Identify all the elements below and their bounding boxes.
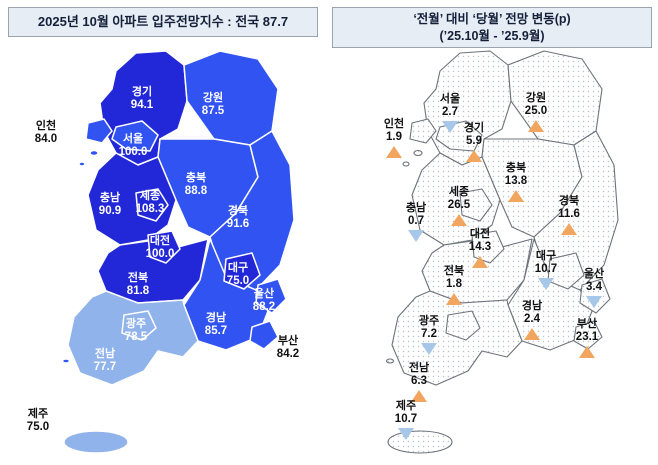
region-gangwon (183, 50, 279, 146)
right-title-line1: ‘전월’ 대비 ‘당월’ 전망 변동(p) (413, 12, 571, 26)
right-title-line2: (’25.10월 - ’25.9월) (439, 29, 545, 43)
korea-change-map (385, 50, 619, 454)
region-jeonnam (391, 290, 523, 386)
right-panel-monthly-change: ‘전월’ 대비 ‘당월’ 전망 변동(p) (’25.10월 - ’25.9월)… (324, 0, 658, 465)
left-panel-outlook-index: 2025년 10월 아파트 입주전망지수 : 전국 87.7 경기 94.1 강원… (0, 0, 324, 465)
korea-index-map (61, 50, 295, 454)
region-jeju (63, 430, 129, 454)
region-jeju (387, 430, 453, 454)
left-title-value: 87.7 (262, 14, 289, 29)
region-gangwon (507, 50, 603, 146)
right-map-title: ‘전월’ 대비 ‘당월’ 전망 변동(p) (’25.10월 - ’25.9월) (332, 7, 652, 48)
left-title-text: 2025년 10월 아파트 입주전망지수 : 전국 (37, 14, 260, 29)
left-map-title: 2025년 10월 아파트 입주전망지수 : 전국 87.7 (8, 7, 318, 37)
region-jeonnam (67, 290, 199, 386)
